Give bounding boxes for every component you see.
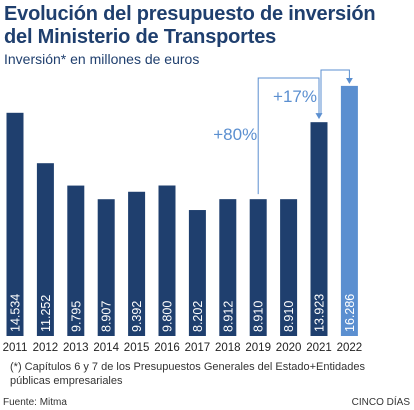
tick-label-2022: 2022 bbox=[337, 342, 363, 354]
value-label-2017: 8.202 bbox=[191, 301, 205, 332]
growth-label-17: +17% bbox=[273, 87, 317, 106]
growth-label-80: +80% bbox=[213, 125, 257, 144]
tick-label-2021: 2021 bbox=[306, 342, 332, 354]
bar-2018 bbox=[219, 199, 237, 336]
bar-2020 bbox=[280, 199, 298, 336]
value-label-2016: 9.800 bbox=[161, 301, 175, 332]
bar-2022 bbox=[340, 85, 358, 336]
tick-label-2014: 2014 bbox=[93, 342, 119, 354]
tick-label-2016: 2016 bbox=[154, 342, 180, 354]
publisher-brand: CINCO DÍAS bbox=[351, 397, 410, 408]
value-label-2020: 8.910 bbox=[282, 301, 296, 332]
bar-2016 bbox=[158, 185, 176, 336]
source-credit: Fuente: Mitma bbox=[3, 397, 67, 408]
value-label-2015: 9.392 bbox=[130, 301, 144, 332]
value-label-2018: 8.912 bbox=[221, 301, 235, 332]
growth-arrow-2019-2021 bbox=[257, 77, 323, 195]
tick-label-2018: 2018 bbox=[215, 342, 241, 354]
value-label-2013: 9.795 bbox=[69, 301, 83, 332]
value-label-2014: 8.907 bbox=[100, 301, 114, 332]
tick-label-2015: 2015 bbox=[124, 342, 150, 354]
chart-subtitle: Inversión* en millones de euros bbox=[4, 51, 200, 67]
bar-2011 bbox=[6, 112, 24, 336]
value-label-2021: 13.923 bbox=[313, 294, 327, 332]
bars-layer bbox=[6, 85, 358, 337]
bar-2015 bbox=[128, 191, 146, 336]
tick-label-2020: 2020 bbox=[276, 342, 302, 354]
bar-2019 bbox=[249, 199, 267, 336]
growth-annotations: +80% +17% bbox=[213, 69, 353, 195]
bar-2014 bbox=[97, 199, 115, 336]
bar-chart: 14.534 11.252 9.795 8.907 9.392 9.800 8.202 8.9… bbox=[3, 69, 363, 354]
tick-label-2012: 2012 bbox=[33, 342, 59, 354]
value-label-2012: 11.252 bbox=[39, 295, 53, 332]
chart-title: Evolución del presupuesto de inversión d… bbox=[4, 3, 410, 49]
value-label-2011: 14.534 bbox=[9, 294, 23, 332]
value-label-2019: 8.910 bbox=[252, 301, 266, 332]
x-axis-tick-labels: 2011 2012 2013 2014 2015 2016 2017 2018 2019 2020… bbox=[3, 342, 363, 354]
chart-title-line-1: Evolución del presupuesto de inversión bbox=[4, 3, 376, 25]
bar-2013 bbox=[67, 185, 85, 336]
tick-label-2013: 2013 bbox=[63, 342, 89, 354]
chart-title-line-2: del Ministerio de Transportes bbox=[4, 26, 277, 48]
tick-label-2019: 2019 bbox=[245, 342, 271, 354]
value-labels-layer: 14.534 11.252 9.795 8.907 9.392 9.800 8.202 8.9… bbox=[9, 294, 357, 332]
tick-label-2011: 2011 bbox=[3, 342, 28, 354]
bar-2017 bbox=[188, 210, 206, 336]
tick-label-2017: 2017 bbox=[185, 342, 211, 354]
value-label-2022: 16.286 bbox=[343, 294, 357, 332]
growth-arrow-2021-2022 bbox=[320, 69, 353, 115]
bar-2012 bbox=[36, 163, 54, 336]
footnote: (*) Capítulos 6 y 7 de los Presupuestos … bbox=[10, 361, 365, 387]
bar-2021 bbox=[310, 122, 328, 337]
